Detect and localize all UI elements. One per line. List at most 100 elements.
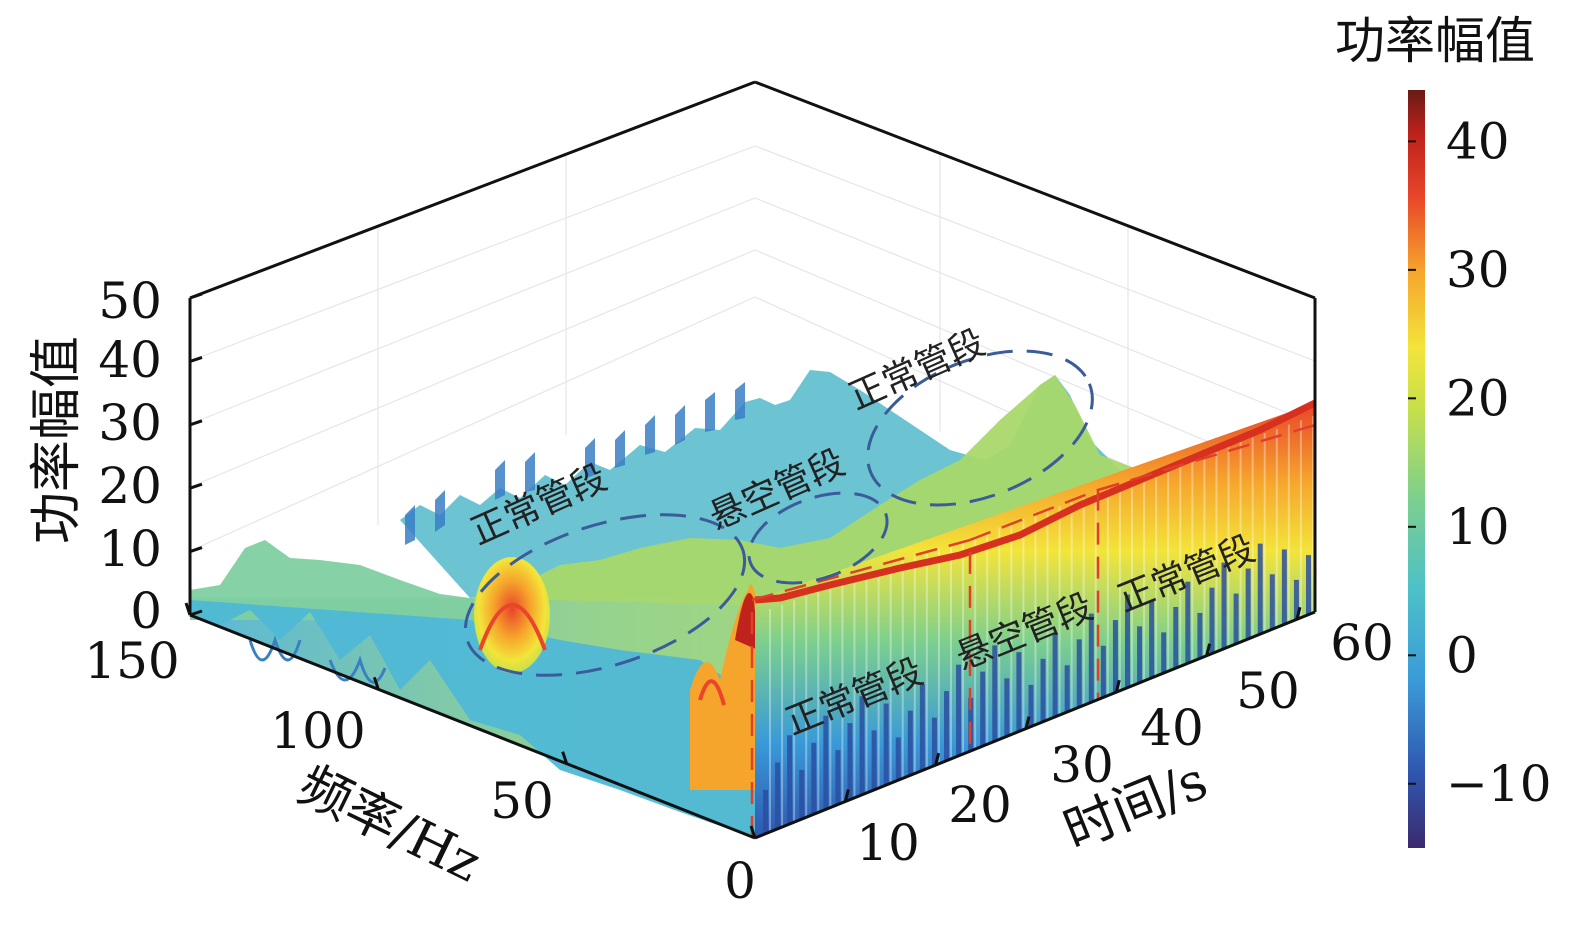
time-slice-stripe	[1293, 579, 1299, 619]
time-slice-separator	[829, 587, 832, 810]
time-slice-stripe	[907, 710, 913, 776]
time-slice-separator	[1203, 454, 1206, 658]
time-slice-stripe	[799, 769, 805, 820]
z-tick-mark	[189, 609, 203, 617]
time-slice-separator	[1022, 518, 1025, 732]
time-slice-separator	[1082, 497, 1085, 707]
time-slice-stripe	[1173, 606, 1179, 668]
colorbar-tick-40: 40	[1446, 112, 1510, 170]
colorbar-tick-labels: −10 0 10 20 30 40	[1446, 112, 1552, 812]
z-tick-20: 20	[98, 457, 162, 515]
time-slice-stripe	[1064, 665, 1070, 712]
x-tick-mark	[372, 676, 380, 690]
time-slice-separator	[1287, 424, 1290, 624]
time-slice-stripe	[1197, 612, 1203, 658]
time-slice-stripe	[1004, 678, 1010, 737]
time-slice-separator	[913, 557, 916, 776]
colorbar-tick-0: 0	[1446, 626, 1478, 684]
x-tick-100: 100	[270, 702, 365, 760]
time-slice-stripe	[1076, 639, 1082, 707]
time-slice-separator	[1094, 493, 1097, 702]
time-slice-stripe	[1137, 626, 1143, 683]
blue-dashed-ellipses	[463, 349, 1094, 677]
time-slice-separator	[1179, 463, 1182, 668]
time-slice-separator	[1299, 420, 1302, 619]
time-slice-stripe	[1040, 658, 1046, 722]
x-tick-labels: 0 50 100 150	[84, 632, 756, 910]
colorbar-tick-marks	[1408, 140, 1416, 785]
time-slice-stripe	[847, 723, 853, 800]
time-slice-separator	[998, 527, 1001, 742]
x-tick-0: 0	[724, 852, 756, 910]
time-slice-stripe	[823, 715, 829, 810]
time-slice-separator	[1191, 458, 1194, 663]
time-slice-separator	[1251, 437, 1254, 639]
colorbar-tick-10: 10	[1446, 498, 1510, 556]
time-slice-stripe	[1221, 562, 1227, 649]
time-slice-separator	[817, 591, 820, 815]
time-slice-stripe	[1245, 568, 1251, 639]
time-slice-separator	[781, 604, 784, 830]
time-slice-separator	[877, 570, 880, 790]
time-slice-stripe	[775, 762, 781, 830]
time-slice-stripe	[883, 703, 889, 786]
time-slice-separator	[1239, 441, 1242, 644]
time-slice-stripe	[980, 671, 986, 746]
time-slice-separator	[950, 544, 952, 761]
time-slice-separator	[986, 531, 989, 746]
y-tick-labels: 10 20 30 40 50 60	[856, 614, 1394, 872]
time-slice-stripe	[1233, 593, 1239, 644]
time-slice-separator	[1227, 446, 1230, 649]
x-tick-marks	[184, 602, 757, 839]
y-tick-50: 50	[1236, 662, 1300, 720]
y-tick-marks	[843, 606, 1302, 802]
time-slice-stripe	[1016, 652, 1022, 732]
time-slice-stripe	[1281, 549, 1287, 624]
z-tick-labels: 0 10 20 30 40 50	[98, 272, 162, 640]
z-tick-mark	[189, 355, 203, 363]
time-slice-stripe	[1088, 613, 1094, 702]
time-slice-stripe	[919, 684, 925, 771]
box-frame	[188, 80, 1317, 840]
colorbar-tick-20: 20	[1446, 369, 1510, 427]
time-slice-separator	[793, 600, 796, 825]
time-slice-stripe	[811, 742, 817, 815]
time-slice-separator	[937, 548, 940, 766]
time-slice-stripe	[1185, 581, 1191, 663]
colorbar-title: 功率幅值	[1335, 12, 1535, 70]
time-slice-stripe	[1112, 620, 1118, 693]
time-slice-separator	[1215, 450, 1218, 654]
red-dashed-markers	[750, 423, 1316, 838]
z-tick-mark	[189, 419, 203, 427]
time-slice-stripe	[1149, 600, 1155, 678]
colorbar-gradient	[1408, 90, 1425, 848]
time-slice-separator	[962, 540, 965, 756]
time-slice-separator	[925, 553, 928, 771]
time-slice-separator	[1131, 480, 1133, 688]
time-slice-stripe	[944, 691, 949, 761]
time-slice-separator	[1312, 416, 1314, 614]
time-slice-stripe	[835, 750, 841, 805]
time-slice-stripe	[1052, 632, 1058, 717]
z-tick-marks	[189, 292, 203, 617]
time-slice-stripe	[787, 735, 793, 825]
time-slice-separator	[805, 596, 808, 820]
colorbar: 功率幅值 −10 0 10 20 30 40	[1335, 12, 1552, 848]
z-tick-30: 30	[98, 394, 162, 452]
time-slice-separator	[1058, 506, 1061, 717]
time-slice-separator	[901, 561, 904, 781]
time-slice-stripe	[1257, 543, 1263, 634]
x-tick-150: 150	[84, 632, 179, 690]
time-slice-stripe	[1125, 594, 1130, 688]
y-tick-mark	[1295, 606, 1302, 620]
z-tick-mark	[189, 546, 203, 554]
time-slice-stripes	[763, 416, 1314, 834]
y-tick-mark	[934, 752, 941, 766]
z-tick-10: 10	[98, 520, 162, 578]
time-slice-separator	[1034, 514, 1037, 727]
x-tick-mark	[561, 751, 569, 765]
time-slice-stripe	[1209, 587, 1215, 654]
time-slice-stripe	[956, 664, 962, 756]
z-axis-title: 功率幅值	[27, 336, 87, 544]
time-slice-separator	[1275, 428, 1278, 629]
